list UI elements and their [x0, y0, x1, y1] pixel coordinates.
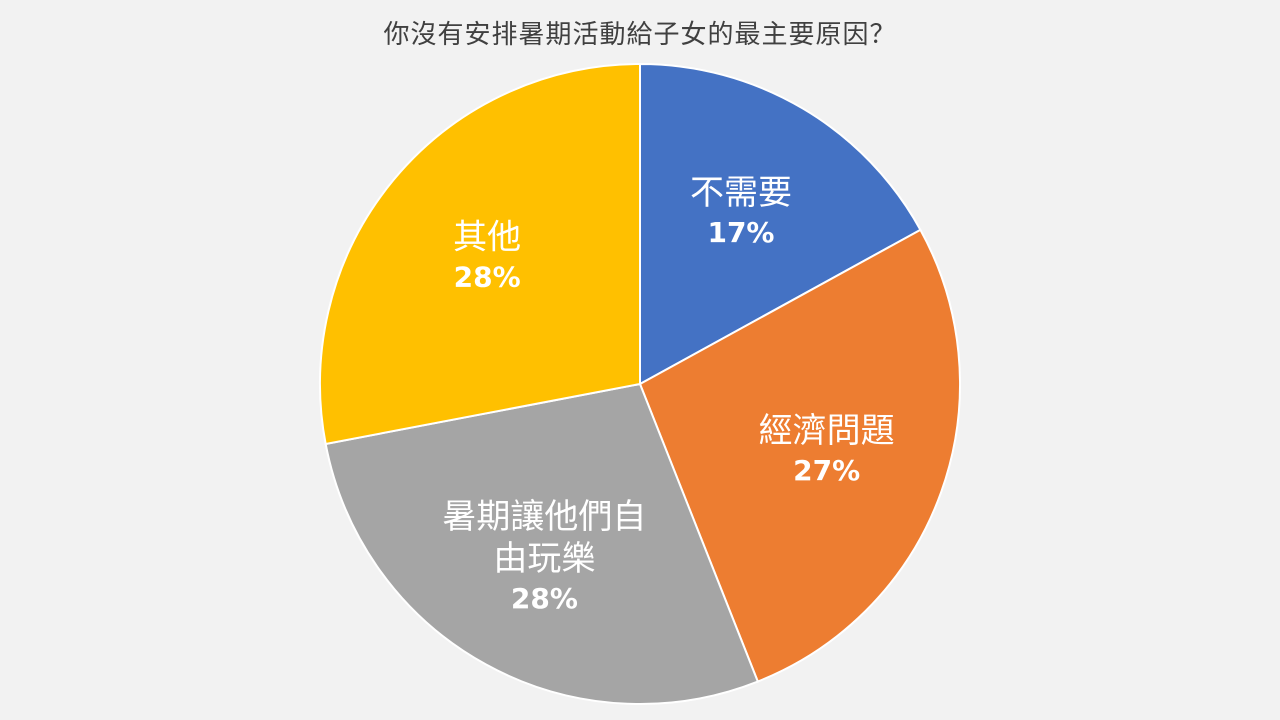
slice-percent-3: 28% [511, 582, 578, 615]
slice-percent-4: 28% [454, 261, 521, 294]
slice-percent-2: 27% [793, 454, 860, 487]
chart-title: 你沒有安排暑期活動給子女的最主要原因？ [383, 20, 897, 50]
pie-slice-3 [324, 382, 760, 705]
slice-label-3-line-1: 暑期讓他們自 [442, 497, 646, 537]
slice-label-3-line-2: 由玩樂 [493, 539, 595, 579]
slice-percent-1: 17% [707, 216, 774, 249]
slice-label-2-line-1: 經濟問題 [759, 411, 895, 451]
pie-slice-2 [638, 228, 961, 683]
slice-label-4-line-1: 其他 [453, 218, 521, 258]
pie-slice-4 [319, 62, 641, 446]
pie-slice-1 [639, 62, 922, 386]
slice-label-1-line-1: 不需要 [690, 173, 792, 213]
